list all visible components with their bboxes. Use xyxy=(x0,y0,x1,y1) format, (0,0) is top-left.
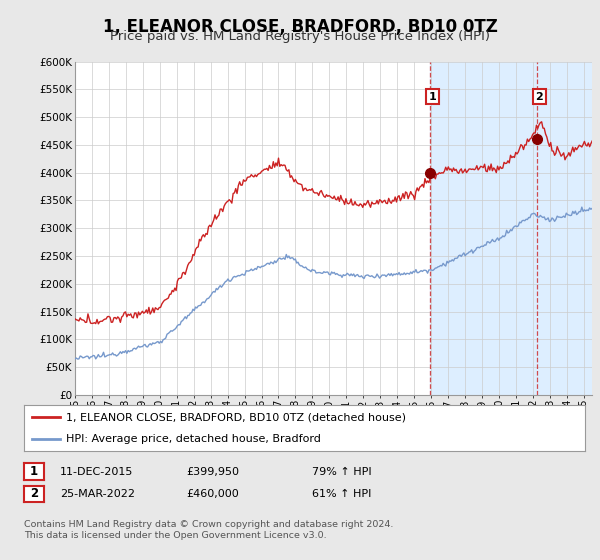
Bar xyxy=(430,62,592,395)
Text: 61% ↑ HPI: 61% ↑ HPI xyxy=(312,489,371,499)
Text: Price paid vs. HM Land Registry's House Price Index (HPI): Price paid vs. HM Land Registry's House … xyxy=(110,30,490,43)
Text: 2: 2 xyxy=(535,92,543,101)
Text: HPI: Average price, detached house, Bradford: HPI: Average price, detached house, Brad… xyxy=(66,435,321,444)
Text: £460,000: £460,000 xyxy=(186,489,239,499)
Text: £399,950: £399,950 xyxy=(186,466,239,477)
Text: Contains HM Land Registry data © Crown copyright and database right 2024.
This d: Contains HM Land Registry data © Crown c… xyxy=(24,520,394,540)
Text: 1: 1 xyxy=(429,92,437,101)
Text: 1: 1 xyxy=(30,465,38,478)
Text: 1, ELEANOR CLOSE, BRADFORD, BD10 0TZ (detached house): 1, ELEANOR CLOSE, BRADFORD, BD10 0TZ (de… xyxy=(66,412,406,422)
Text: 25-MAR-2022: 25-MAR-2022 xyxy=(60,489,135,499)
Text: 1, ELEANOR CLOSE, BRADFORD, BD10 0TZ: 1, ELEANOR CLOSE, BRADFORD, BD10 0TZ xyxy=(103,18,497,36)
Text: 79% ↑ HPI: 79% ↑ HPI xyxy=(312,466,371,477)
Text: 11-DEC-2015: 11-DEC-2015 xyxy=(60,466,133,477)
Text: 2: 2 xyxy=(30,487,38,501)
